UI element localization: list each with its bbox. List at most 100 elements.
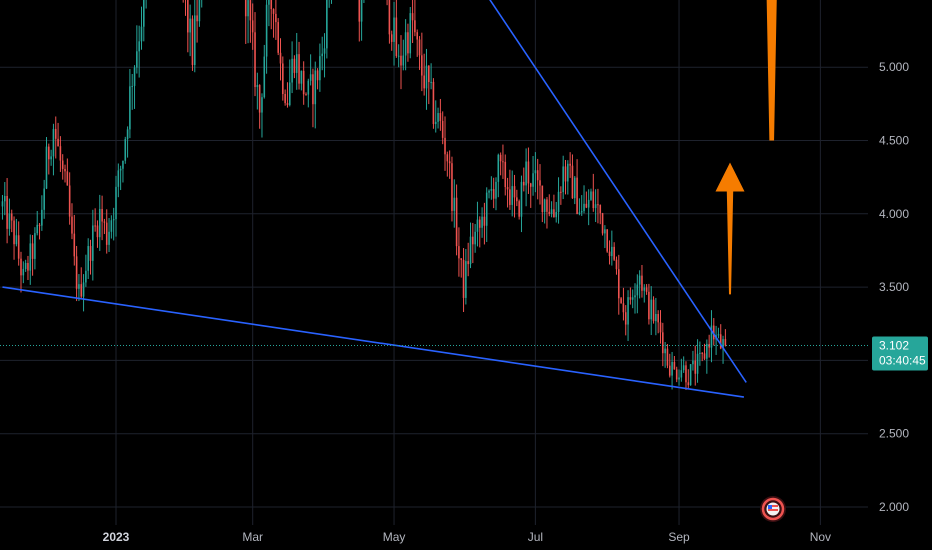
candle — [620, 296, 622, 304]
candle — [286, 82, 289, 108]
candle — [96, 220, 99, 248]
candle — [73, 214, 76, 266]
upper-trendline[interactable] — [211, 0, 747, 383]
candle — [36, 211, 39, 236]
candle — [650, 286, 653, 336]
candle — [434, 100, 437, 133]
candle — [24, 259, 27, 272]
candle — [48, 143, 50, 175]
candle — [360, 0, 363, 41]
candle — [78, 274, 80, 302]
candle — [492, 177, 495, 209]
big-up-arrow[interactable] — [736, 0, 807, 141]
candle — [717, 327, 720, 339]
candle — [41, 195, 43, 231]
candle — [495, 177, 497, 211]
candle — [386, 0, 388, 6]
candle — [309, 54, 312, 86]
candle — [57, 122, 59, 147]
candle — [54, 116, 57, 159]
candle — [198, 0, 201, 27]
price-axis-background[interactable] — [868, 0, 932, 550]
candle — [108, 218, 110, 253]
lower-trendline[interactable] — [2, 286, 745, 398]
candle — [20, 251, 22, 293]
candle — [529, 182, 532, 208]
candle — [425, 48, 428, 110]
candle — [302, 61, 305, 105]
candle — [270, 0, 273, 30]
candle — [140, 6, 143, 50]
candle — [560, 186, 562, 205]
candle — [263, 44, 266, 99]
candle — [284, 89, 286, 106]
candle — [34, 227, 36, 270]
candle — [629, 287, 632, 305]
candle — [455, 184, 458, 256]
candle — [631, 289, 634, 309]
time-tick-label: Sep — [668, 530, 690, 544]
candle — [485, 187, 488, 242]
candle — [525, 148, 527, 207]
candle — [472, 222, 474, 264]
candle — [314, 61, 317, 129]
candle — [282, 56, 284, 101]
candle — [316, 68, 319, 90]
candle — [673, 355, 676, 370]
candle — [427, 65, 430, 105]
candle — [71, 203, 73, 240]
small-up-arrow[interactable] — [715, 162, 745, 295]
candle — [562, 155, 564, 200]
candle — [578, 198, 581, 216]
candle — [432, 78, 435, 129]
candle — [557, 177, 560, 224]
candle — [680, 358, 683, 382]
candle — [569, 152, 571, 178]
time-axis[interactable]: 2023 Mar May Jul Sep Nov — [103, 530, 831, 544]
candle — [516, 189, 518, 207]
candle — [469, 222, 472, 269]
price-axis[interactable]: 8.5008.0007.5007.0006.5006.0005.5005.000… — [879, 0, 909, 514]
candle — [75, 245, 78, 302]
candle — [604, 225, 606, 249]
candle — [295, 32, 298, 90]
candle — [652, 296, 655, 324]
candle — [105, 209, 108, 254]
candle — [685, 361, 687, 390]
candle — [133, 65, 136, 109]
candle — [244, 0, 247, 44]
candle — [22, 261, 25, 284]
candle — [696, 339, 699, 383]
candle — [50, 149, 52, 166]
candle — [675, 366, 678, 383]
candle — [664, 341, 666, 368]
candle — [497, 153, 500, 198]
time-tick-label: May — [383, 530, 406, 544]
candle — [666, 344, 669, 369]
candle — [390, 30, 393, 51]
candle — [421, 32, 423, 92]
candle — [606, 229, 609, 253]
candle — [136, 25, 138, 74]
price-tick-label: 5.500 — [879, 0, 909, 1]
candle — [279, 38, 282, 81]
candle — [126, 126, 129, 158]
candle — [247, 0, 249, 44]
candle — [407, 23, 409, 62]
tradingview-logo-icon[interactable] — [760, 496, 786, 522]
candle — [103, 218, 106, 235]
candle — [94, 208, 96, 232]
trendlines[interactable] — [2, 0, 747, 398]
candle — [437, 107, 439, 129]
candle — [444, 116, 446, 171]
candle — [706, 339, 708, 374]
candle — [321, 36, 324, 71]
candle — [513, 174, 516, 218]
candle — [564, 159, 567, 195]
arrows[interactable] — [715, 0, 807, 295]
candle — [258, 84, 261, 129]
candle — [409, 7, 412, 59]
candle — [724, 329, 727, 347]
candle — [509, 169, 511, 210]
